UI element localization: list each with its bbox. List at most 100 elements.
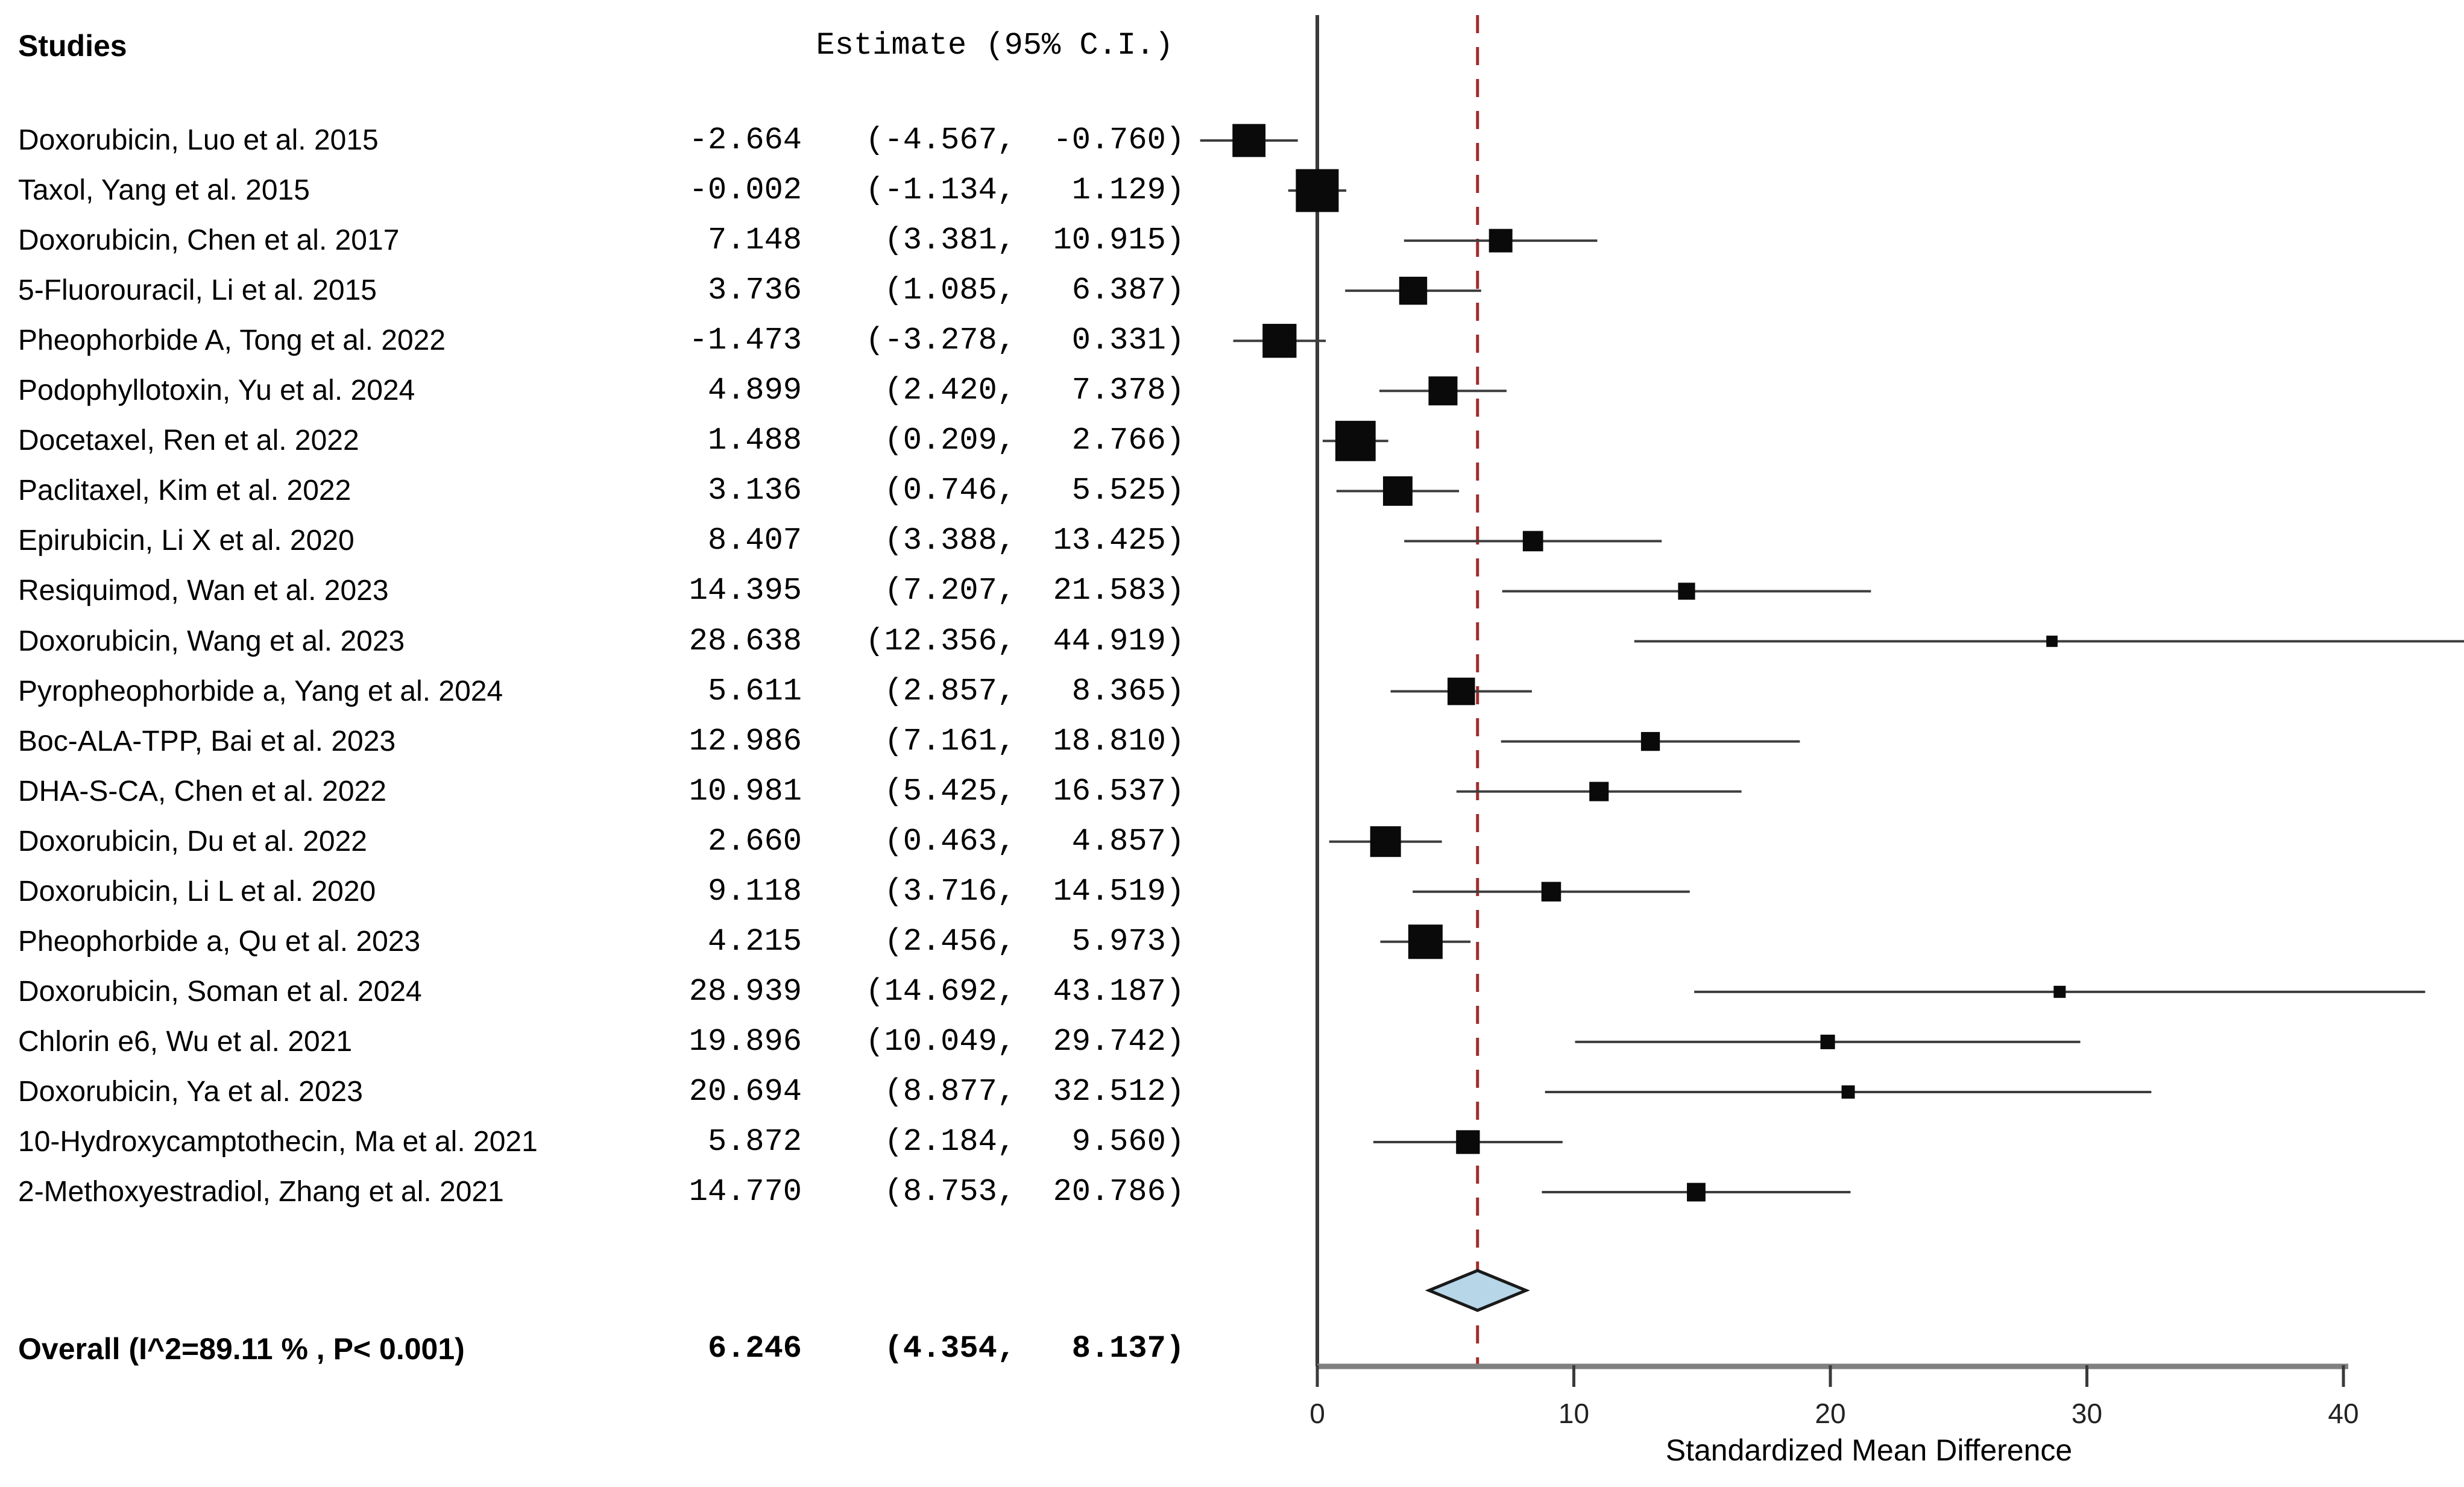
study-estimate: 7.148 [707, 223, 802, 259]
study-ci-lower: (12.356, [865, 623, 1016, 659]
study-ci-upper: 6.387) [1071, 273, 1185, 309]
estimate-column-header: Estimate (95% C.I.) [816, 28, 1174, 63]
study-label: 2-Methoxyestradiol, Zhang et al. 2021 [18, 1176, 504, 1208]
study-ci-lower: (0.746, [884, 473, 1016, 509]
study-row: 10-Hydroxycamptothecin, Ma et al. 2021 5… [0, 1117, 1206, 1167]
overall-label: Overall (I^2=89.11 % , P< 0.001) [18, 1332, 465, 1366]
study-ci-upper: 5.973) [1071, 923, 1185, 959]
effect-square [1399, 276, 1428, 305]
study-estimate: 28.939 [688, 973, 802, 1009]
study-label: Doxorubicin, Soman et al. 2024 [18, 975, 422, 1008]
study-label: Chlorin e6, Wu et al. 2021 [18, 1025, 353, 1058]
overall-ci-lower: (4.354, [884, 1331, 1016, 1366]
study-row: 5-Fluorouracil, Li et al. 2015 3.736 (1.… [0, 265, 1206, 316]
effect-square [1370, 826, 1401, 857]
study-estimate: 19.896 [688, 1023, 802, 1059]
study-ci-lower: (3.381, [884, 223, 1016, 259]
study-ci-upper: 7.378) [1071, 373, 1185, 409]
x-tick-label: 20 [1815, 1398, 1845, 1429]
study-label: Doxorubicin, Li L et al. 2020 [18, 875, 376, 908]
study-row: Pheophorbide A, Tong et al. 2022 -1.473 … [0, 315, 1206, 366]
overall-diamond [1425, 1269, 1530, 1312]
study-estimate: -2.664 [688, 122, 802, 158]
x-tick-label: 30 [2072, 1398, 2102, 1429]
effect-square [1428, 376, 1458, 406]
x-tick-label: 0 [1309, 1398, 1325, 1429]
studies-column-header: Studies [18, 29, 127, 63]
study-row: Docetaxel, Ren et al. 2022 1.488 (0.209,… [0, 415, 1206, 466]
column-headers: Studies Estimate (95% C.I.) [0, 18, 1206, 74]
study-ci-lower: (2.184, [884, 1124, 1016, 1160]
study-label: Podophyllotoxin, Yu et al. 2024 [18, 374, 415, 407]
x-tick-label: 40 [2328, 1398, 2358, 1429]
study-ci-lower: (0.209, [884, 423, 1016, 459]
study-ci-lower: (-1.134, [865, 172, 1016, 209]
study-estimate: 3.736 [707, 273, 802, 309]
effect-square [1589, 781, 1609, 801]
study-row: Epirubicin, Li X et al. 2020 8.407 (3.38… [0, 516, 1206, 566]
overall-ci-upper: 8.137) [1071, 1331, 1185, 1366]
study-ci-upper: 21.583) [1053, 573, 1185, 609]
study-row: Pheophorbide a, Qu et al. 2023 4.215 (2.… [0, 917, 1206, 967]
study-ci-upper: -0.760) [1053, 122, 1185, 158]
study-estimate: 28.638 [688, 623, 802, 659]
x-axis-title: Standardized Mean Difference [1666, 1433, 2073, 1467]
study-estimate: -1.473 [688, 323, 802, 359]
effect-square [1522, 531, 1543, 552]
study-ci-lower: (2.456, [884, 923, 1016, 959]
study-ci-lower: (0.463, [884, 823, 1016, 859]
study-row: Doxorubicin, Luo et al. 2015 -2.664 (-4.… [0, 115, 1206, 166]
study-ci-upper: 4.857) [1071, 823, 1185, 859]
study-row: Resiquimod, Wan et al. 2023 14.395 (7.20… [0, 566, 1206, 616]
study-estimate: 12.986 [688, 723, 802, 759]
study-ci-lower: (3.716, [884, 873, 1016, 909]
study-label: Doxorubicin, Du et al. 2022 [18, 825, 367, 857]
study-row: Doxorubicin, Li L et al. 2020 9.118 (3.7… [0, 867, 1206, 917]
study-row: Doxorubicin, Soman et al. 2024 28.939 (1… [0, 967, 1206, 1017]
study-ci-lower: (7.207, [884, 573, 1016, 609]
effect-square [1687, 1182, 1706, 1202]
study-ci-lower: (7.161, [884, 723, 1016, 759]
study-ci-upper: 32.512) [1053, 1073, 1185, 1110]
study-estimate: 5.611 [707, 673, 802, 709]
study-row: Podophyllotoxin, Yu et al. 2024 4.899 (2… [0, 365, 1206, 416]
study-estimate: 1.488 [707, 423, 802, 459]
study-label: Boc-ALA-TPP, Bai et al. 2023 [18, 725, 396, 757]
study-label: 10-Hydroxycamptothecin, Ma et al. 2021 [18, 1126, 538, 1158]
overall-estimate: 6.246 [707, 1331, 802, 1366]
study-label: Pyropheophorbide a, Yang et al. 2024 [18, 675, 503, 707]
study-ci-upper: 43.187) [1053, 973, 1185, 1009]
effect-square [1541, 882, 1561, 902]
study-ci-lower: (-4.567, [865, 122, 1016, 158]
study-row: DHA-S-CA, Chen et al. 2022 10.981 (5.425… [0, 766, 1206, 817]
study-ci-upper: 10.915) [1053, 223, 1185, 259]
study-label: DHA-S-CA, Chen et al. 2022 [18, 775, 386, 807]
study-estimate: 2.660 [707, 823, 802, 859]
study-label: 5-Fluorouracil, Li et al. 2015 [18, 274, 377, 307]
study-ci-upper: 14.519) [1053, 873, 1185, 909]
study-ci-lower: (8.753, [884, 1174, 1016, 1210]
study-estimate: 5.872 [707, 1124, 802, 1160]
study-ci-lower: (-3.278, [865, 323, 1016, 359]
study-estimate: 4.215 [707, 923, 802, 959]
study-row: Taxol, Yang et al. 2015 -0.002 (-1.134, … [0, 165, 1206, 216]
study-row: Boc-ALA-TPP, Bai et al. 2023 12.986 (7.1… [0, 716, 1206, 767]
study-estimate: 9.118 [707, 873, 802, 909]
study-estimate: 3.136 [707, 473, 802, 509]
study-label: Docetaxel, Ren et al. 2022 [18, 425, 359, 457]
study-label: Doxorubicin, Wang et al. 2023 [18, 625, 405, 657]
study-ci-upper: 1.129) [1071, 172, 1185, 209]
effect-square [1456, 1130, 1480, 1154]
study-ci-upper: 5.525) [1071, 473, 1185, 509]
effect-square [1489, 229, 1513, 253]
effect-square [1678, 582, 1695, 600]
study-label: Doxorubicin, Luo et al. 2015 [18, 124, 379, 156]
study-row: Doxorubicin, Du et al. 2022 2.660 (0.463… [0, 816, 1206, 867]
effect-square [2046, 636, 2058, 647]
study-ci-upper: 13.425) [1053, 523, 1185, 559]
study-estimate: 4.899 [707, 373, 802, 409]
study-ci-upper: 8.365) [1071, 673, 1185, 709]
effect-square [1382, 476, 1413, 506]
